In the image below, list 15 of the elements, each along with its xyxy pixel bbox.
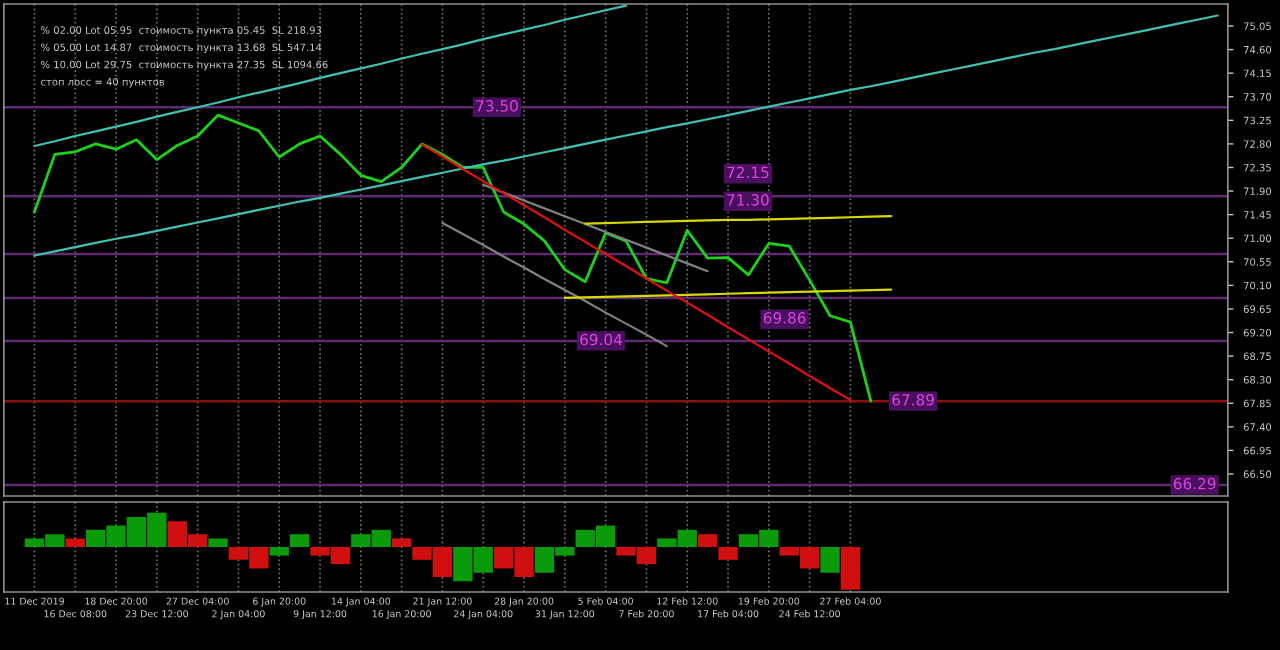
line-series — [33, 113, 873, 403]
bar — [289, 534, 310, 547]
line-series — [441, 221, 668, 348]
bar — [391, 538, 412, 547]
bar — [820, 547, 840, 573]
bar — [65, 538, 85, 547]
bar — [208, 538, 228, 547]
bar — [718, 547, 738, 560]
line-series — [482, 183, 709, 273]
bar — [840, 547, 861, 590]
bar — [697, 534, 718, 547]
bar — [269, 547, 289, 556]
line-series — [33, 14, 1219, 257]
line-series — [33, 4, 628, 148]
line-series — [420, 143, 852, 402]
